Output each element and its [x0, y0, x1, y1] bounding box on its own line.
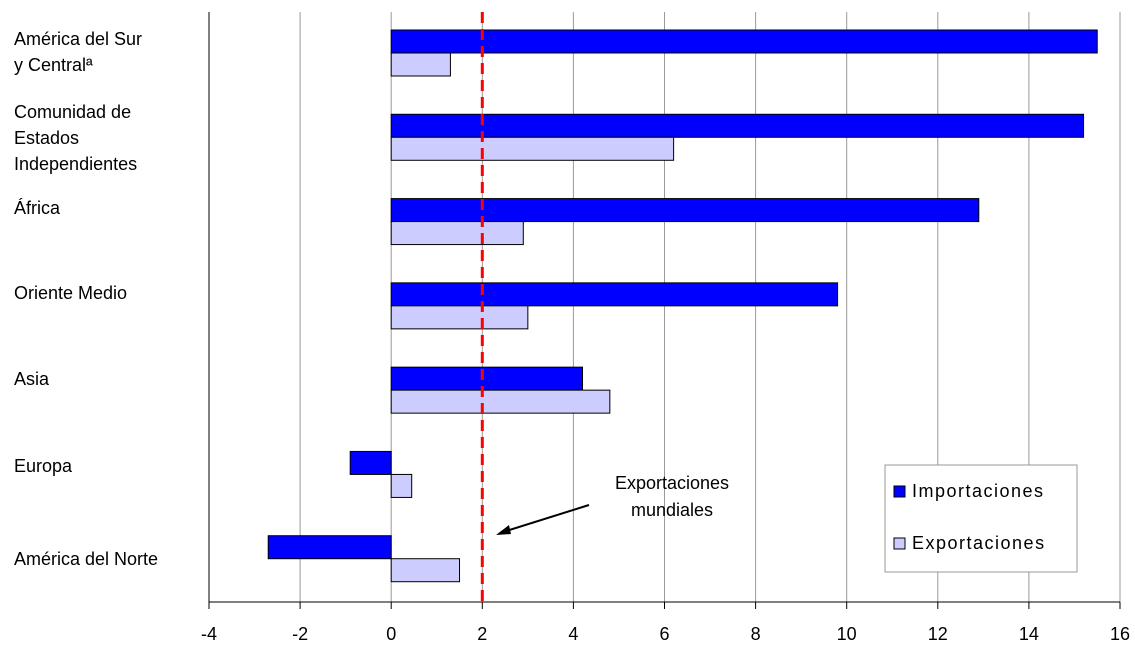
x-tick-label: 6: [659, 624, 669, 644]
gridlines: [299, 12, 1121, 602]
x-tick-label: 14: [1019, 624, 1039, 644]
bar-exportaciones: [390, 136, 675, 161]
x-axis: -4 -2 0 2 4 6 8 10 12 14 16: [201, 12, 1130, 644]
x-tick-label: 4: [568, 624, 578, 644]
x-tick-label: 2: [477, 624, 487, 644]
category-label: Europa: [14, 456, 73, 476]
category-label: África: [14, 198, 61, 218]
bar-importaciones: [267, 535, 392, 560]
x-tick-label: 0: [386, 624, 396, 644]
bar-importaciones: [390, 282, 839, 307]
x-tick-label: 16: [1110, 624, 1130, 644]
annotation-arrow-head: [496, 525, 511, 535]
bar-exportaciones: [390, 52, 451, 77]
category-label: América del Sur y Centralª: [14, 29, 143, 75]
x-tick-label: 10: [837, 624, 857, 644]
legend: Importaciones Exportaciones: [884, 464, 1078, 573]
bar-exportaciones: [390, 558, 461, 583]
annotation-group: Exportaciones mundiales: [496, 473, 729, 535]
bar-importaciones: [349, 450, 392, 475]
legend-swatch: [893, 537, 906, 550]
bars: [267, 29, 1098, 583]
legend-swatch: [893, 485, 906, 498]
category-label: Asia: [14, 369, 50, 389]
annotation-text: Exportaciones: [615, 473, 729, 493]
x-tick-label: -4: [201, 624, 217, 644]
bar-importaciones: [390, 366, 584, 391]
x-tick-label: 8: [751, 624, 761, 644]
legend-box: [884, 464, 1078, 573]
legend-label: Importaciones: [912, 481, 1045, 501]
category-label: América del Norte: [14, 549, 159, 569]
bar-importaciones: [390, 113, 1085, 138]
bar-importaciones: [390, 29, 1098, 54]
annotation-text: mundiales: [631, 500, 713, 520]
bar-exportaciones: [390, 305, 529, 330]
bar-exportaciones: [390, 389, 611, 414]
bar-exportaciones: [390, 473, 413, 498]
bar-exportaciones: [390, 221, 524, 246]
annotation-arrow-line: [499, 504, 590, 534]
bar-importaciones: [390, 198, 980, 223]
legend-label: Exportaciones: [912, 533, 1046, 553]
x-tick-label: -2: [292, 624, 308, 644]
x-tick-label: 12: [928, 624, 948, 644]
category-label: Oriente Medio: [14, 283, 128, 303]
category-label: Comunidad de Estados Independientes: [14, 102, 138, 174]
